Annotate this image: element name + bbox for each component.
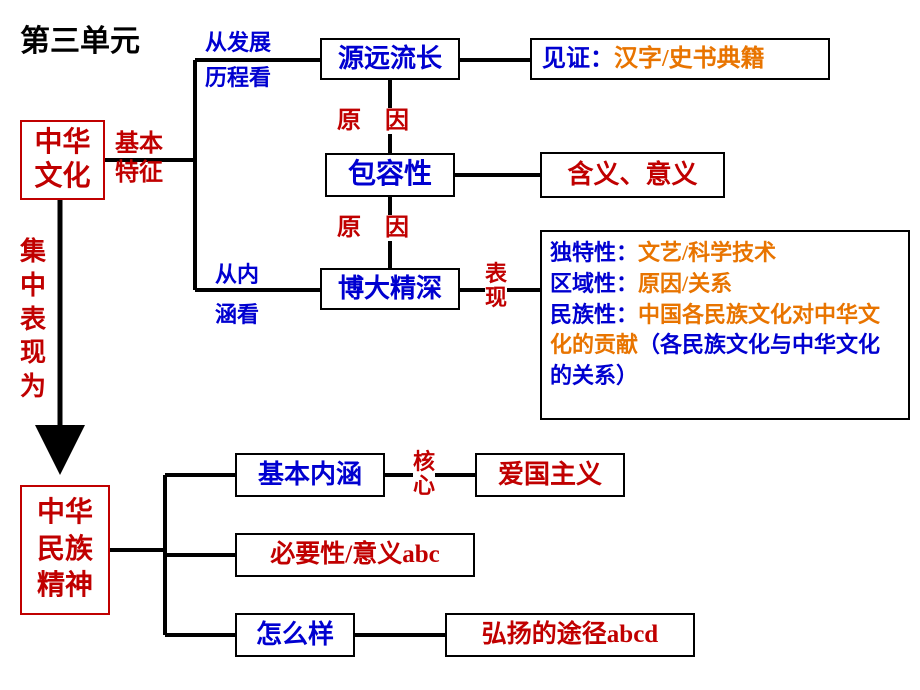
- label-cause-top: 原 因: [335, 108, 411, 134]
- node-national-spirit: 中华 民族 精神: [20, 485, 110, 615]
- label-cause-bottom: 原 因: [335, 215, 411, 241]
- node-basic-connotation: 基本内涵: [235, 453, 385, 497]
- label-from-development: 从发展 历程看: [205, 25, 271, 95]
- detail-3a: 民族性：: [550, 302, 638, 327]
- node-how: 怎么样: [235, 613, 355, 657]
- node-path: 弘扬的途径abcd: [445, 613, 695, 657]
- label-expression: 表 现: [485, 262, 507, 310]
- detail-1a: 独特性：: [550, 240, 638, 265]
- node-long-history: 源远流长: [320, 38, 460, 80]
- node-chinese-culture: 中华 文化: [20, 120, 105, 200]
- page-title: 第三单元: [20, 25, 140, 58]
- node-necessity: 必要性/意义abc: [235, 533, 475, 577]
- node-witness: 见证： 汉字/史书典籍: [530, 38, 830, 80]
- label-concentrated: 集中表现为: [20, 235, 50, 404]
- node-patriotism: 爱国主义: [475, 453, 625, 497]
- detail-2b: 原因/关系: [638, 271, 732, 296]
- node-detail: 独特性：文艺/科学技术 区域性：原因/关系 民族性：中国各民族文化对中华文化的贡…: [540, 230, 910, 420]
- witness-body: 汉字/史书典籍: [614, 45, 765, 74]
- node-profound: 博大精深: [320, 268, 460, 310]
- node-meaning: 含义、意义: [540, 152, 725, 198]
- witness-prefix: 见证：: [542, 45, 614, 74]
- detail-1b: 文艺/科学技术: [638, 240, 776, 265]
- label-from-connotation: 从内 涵看: [215, 255, 259, 334]
- label-basic-feature: 基本 特征: [115, 130, 163, 188]
- detail-2a: 区域性：: [550, 271, 638, 296]
- label-core: 核 心: [413, 450, 435, 498]
- node-inclusiveness: 包容性: [325, 153, 455, 197]
